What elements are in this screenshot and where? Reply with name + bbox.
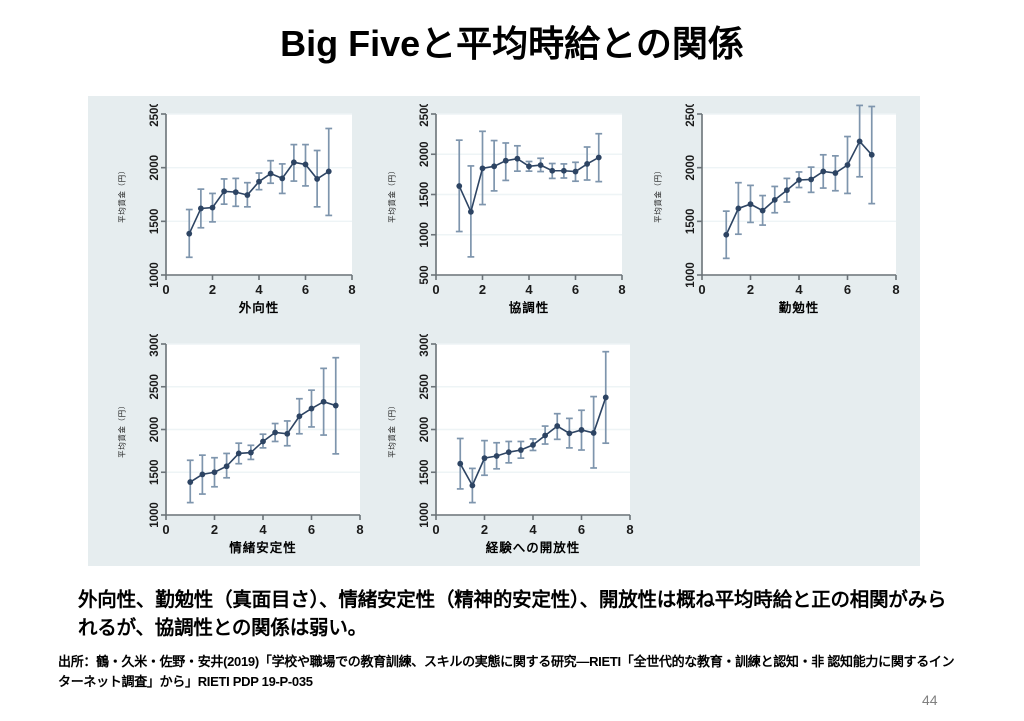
x-tick-label: 6	[308, 522, 315, 537]
x-tick-label: 2	[209, 282, 216, 297]
source-citation: 出所：鶴・久米・佐野・安井(2019)「学校や職場での教育訓練、スキルの実態に関…	[58, 652, 958, 691]
y-axis-label: 平均賃金（円）	[387, 401, 397, 458]
x-tick-label: 2	[211, 522, 218, 537]
x-tick-label: 8	[618, 282, 625, 297]
data-point-markers	[457, 394, 609, 489]
x-axis-label: 情緒安定性	[229, 540, 297, 555]
x-tick-label: 6	[572, 282, 579, 297]
y-tick-label: 1000	[149, 262, 161, 288]
x-tick-label: 0	[162, 282, 169, 297]
y-tick-label: 2500	[685, 104, 697, 127]
page-title: Big Fiveと平均時給との関係	[280, 23, 744, 64]
data-point-markers	[456, 154, 602, 215]
x-tick-label: 8	[348, 282, 355, 297]
y-tick-label: 2000	[149, 417, 161, 443]
y-tick-label: 1500	[419, 459, 431, 485]
chart-openness: 1000 1500 2000 2500 3000 0 2 4 6 8 平均賃金（円） 経験への開放性	[378, 334, 636, 559]
y-tick-label: 2500	[419, 374, 431, 400]
page-number: 44	[922, 692, 938, 708]
y-tick-label: 2000	[419, 141, 431, 167]
y-tick-label: 2500	[419, 104, 431, 127]
y-tick-label: 500	[419, 265, 431, 284]
y-axis-label: 平均賃金（円）	[117, 401, 127, 458]
x-tick-label: 2	[481, 522, 488, 537]
x-axis-label: 協調性	[509, 300, 550, 315]
x-tick-label: 0	[162, 522, 169, 537]
y-tick-label: 3000	[419, 334, 431, 357]
data-point-markers	[187, 398, 339, 485]
x-tick-label: 2	[747, 282, 754, 297]
x-axis-label: 経験への開放性	[486, 540, 581, 555]
x-tick-label: 8	[892, 282, 899, 297]
y-tick-label: 1500	[685, 209, 697, 235]
summary-caption: 外向性、勤勉性（真面目さ）、情緒安定性（精神的安定性）、開放性は概ね平均時給と正…	[78, 589, 947, 640]
charts-panel: 1000 1500 2000 2500 0 2 4 6 8 平均賃金（円） 外向性 500 1000 15…	[88, 96, 920, 566]
y-tick-label: 2000	[149, 155, 161, 181]
x-axis-label: 外向性	[238, 300, 280, 315]
source-line-1: 出所：鶴・久米・佐野・安井(2019)「学校や職場での教育訓練、スキルの実態に関…	[58, 654, 825, 669]
y-axis-label: 平均賃金（円）	[117, 166, 127, 223]
y-tick-label: 1000	[419, 222, 431, 248]
x-tick-label: 8	[356, 522, 363, 537]
x-tick-label: 0	[432, 522, 439, 537]
chart-agreeableness: 500 1000 1500 2000 2500 0 2 4 6 8 平均賃金（円） 協調性	[378, 104, 628, 319]
data-point-markers	[723, 138, 875, 238]
y-axis-label: 平均賃金（円）	[653, 166, 663, 223]
y-axis-label: 平均賃金（円）	[387, 166, 397, 223]
x-tick-label: 0	[432, 282, 439, 297]
x-tick-label: 4	[795, 282, 803, 297]
x-tick-label: 8	[626, 522, 633, 537]
y-tick-label: 2000	[685, 155, 697, 181]
data-point-markers	[186, 159, 332, 237]
y-tick-label: 1000	[149, 502, 161, 528]
x-tick-label: 2	[479, 282, 486, 297]
x-tick-label: 4	[525, 282, 533, 297]
source-line-2: 認知能力に関するインターネット調査」から」RIETI PDP 19-P-035	[58, 654, 955, 689]
x-tick-label: 4	[529, 522, 537, 537]
x-tick-label: 6	[302, 282, 309, 297]
chart-emotional_stability: 1000 1500 2000 2500 3000 0 2 4 6 8 平均賃金（円） 情緒安定性	[108, 334, 366, 559]
chart-conscientiousness: 1000 1500 2000 2500 0 2 4 6 8 平均賃金（円） 勤勉性	[644, 104, 902, 319]
y-tick-label: 1000	[685, 262, 697, 288]
chart-extraversion: 1000 1500 2000 2500 0 2 4 6 8 平均賃金（円） 外向性	[108, 104, 358, 319]
x-tick-label: 4	[259, 522, 267, 537]
x-tick-label: 0	[698, 282, 705, 297]
x-axis-label: 勤勉性	[779, 300, 820, 315]
x-tick-label: 6	[844, 282, 851, 297]
x-tick-label: 4	[255, 282, 263, 297]
y-tick-label: 3000	[149, 334, 161, 357]
y-tick-label: 1500	[419, 182, 431, 208]
x-tick-label: 6	[578, 522, 585, 537]
y-tick-label: 1500	[149, 459, 161, 485]
y-tick-label: 1500	[149, 209, 161, 235]
y-tick-label: 1000	[419, 502, 431, 528]
y-tick-label: 2500	[149, 104, 161, 127]
y-tick-label: 2000	[419, 417, 431, 443]
y-tick-label: 2500	[149, 374, 161, 400]
